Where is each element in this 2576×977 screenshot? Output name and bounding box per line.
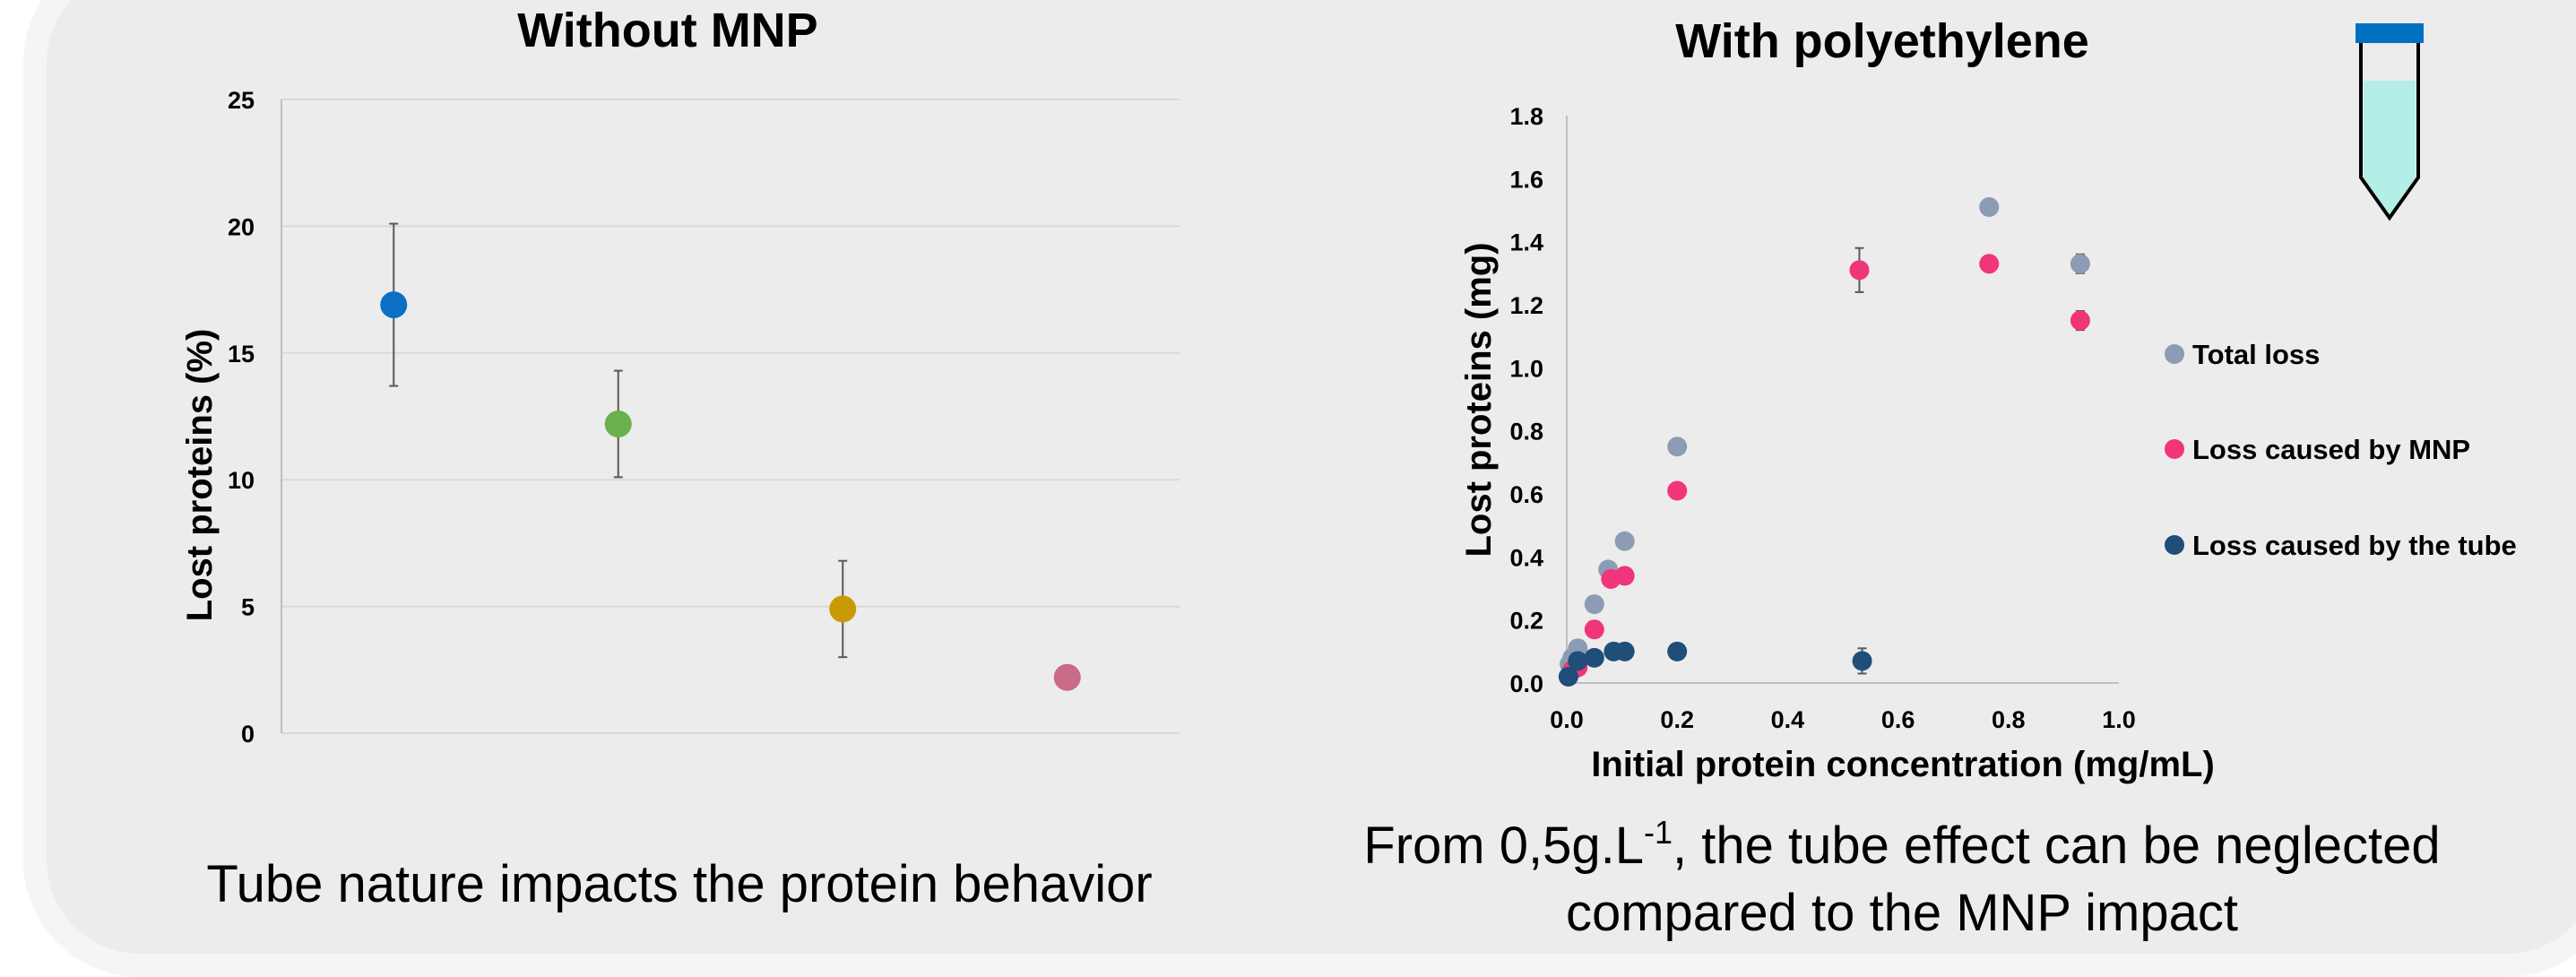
chart-right-axes bbox=[1566, 116, 2119, 684]
chart-right-x-ticks: 0.0 0.2 0.4 0.6 0.8 1.0 bbox=[1550, 706, 2136, 733]
chart-left-y-axis-label: Lost proteins (%) bbox=[180, 329, 220, 622]
data-point bbox=[1979, 254, 2000, 274]
data-point bbox=[1849, 260, 1870, 281]
chart-right-y-ticks: 0.0 0.2 0.4 0.6 0.8 1.0 1.2 1.4 1.6 1.8 bbox=[1509, 103, 1543, 697]
x-tick-label: 0.8 bbox=[1992, 706, 2026, 733]
y-tick-label: 1.2 bbox=[1509, 292, 1543, 319]
data-point bbox=[604, 410, 632, 437]
legend-label-tube-loss: Loss caused by the tube bbox=[2192, 530, 2517, 561]
y-tick-label: 0.8 bbox=[1509, 419, 1543, 445]
legend-marker-mnp-loss bbox=[2165, 439, 2184, 459]
x-tick-label: 1.0 bbox=[2102, 706, 2136, 733]
y-tick-label: 1.0 bbox=[1509, 355, 1543, 382]
chart-left-caption: Tube nature impacts the protein behavior bbox=[206, 855, 1152, 913]
chart-right-legend: Total loss Loss caused by MNP Loss cause… bbox=[2165, 339, 2517, 561]
data-point bbox=[829, 595, 857, 623]
data-point bbox=[1584, 594, 1604, 615]
caption-part-after: , the tube effect can be neglected bbox=[1673, 817, 2441, 875]
data-point bbox=[1667, 480, 1688, 501]
data-point bbox=[380, 291, 408, 319]
legend-marker-tube-loss bbox=[2165, 535, 2184, 555]
chart-right: With polyethylene 0.0 0.2 0.4 0.6 0.8 1.0 1.2 1… bbox=[1363, 14, 2516, 942]
data-point bbox=[1558, 666, 1578, 687]
data-point bbox=[1584, 647, 1604, 668]
y-tick-label: 1.6 bbox=[1509, 166, 1543, 193]
y-tick-label: 1.8 bbox=[1509, 103, 1543, 130]
y-tick-label: 1.4 bbox=[1509, 229, 1543, 256]
legend-item-mnp-loss: Loss caused by MNP bbox=[2165, 434, 2470, 465]
legend-marker-total-loss bbox=[2165, 344, 2184, 364]
tube-liquid bbox=[2364, 81, 2416, 215]
data-point bbox=[1979, 196, 2000, 217]
legend-label-mnp-loss: Loss caused by MNP bbox=[2192, 434, 2470, 465]
caption-superscript: -1 bbox=[1644, 814, 1673, 851]
y-tick-label: 0.0 bbox=[1509, 670, 1543, 697]
chart-right-points bbox=[1558, 196, 2090, 687]
chart-left-title: Without MNP bbox=[517, 4, 817, 57]
chart-right-title: With polyethylene bbox=[1675, 14, 2089, 68]
data-point bbox=[1053, 663, 1081, 691]
x-tick-label: 0.0 bbox=[1550, 706, 1584, 733]
data-point bbox=[1614, 641, 1635, 661]
y-tick-label: 20 bbox=[228, 213, 255, 240]
data-point bbox=[1568, 651, 1588, 671]
x-tick-label: 0.6 bbox=[1881, 706, 1915, 733]
chart-left: Without MNP 0 5 10 15 20 25 Lost proteins (%)… bbox=[180, 4, 1180, 913]
series-1 bbox=[1562, 246, 2090, 680]
legend-item-tube-loss: Loss caused by the tube bbox=[2165, 530, 2517, 561]
x-tick-label: 0.2 bbox=[1660, 706, 1694, 733]
data-point bbox=[1667, 641, 1688, 661]
chart-left-points bbox=[380, 222, 1081, 691]
data-point bbox=[2070, 254, 2090, 274]
chart-left-y-ticks: 0 5 10 15 20 25 bbox=[228, 87, 255, 748]
y-tick-label: 0.2 bbox=[1509, 608, 1543, 635]
data-point bbox=[2070, 310, 2090, 331]
series-0 bbox=[1560, 196, 2090, 674]
tube-cap bbox=[2356, 23, 2424, 43]
tube-icon bbox=[2356, 23, 2424, 221]
caption-part-before: From 0,5g.L bbox=[1363, 817, 1644, 875]
data-point bbox=[1614, 566, 1635, 586]
y-tick-label: 0.4 bbox=[1509, 544, 1543, 571]
y-tick-label: 10 bbox=[228, 467, 255, 494]
chart-right-y-axis-label: Lost proteins (mg) bbox=[1459, 242, 1499, 557]
legend-label-total-loss: Total loss bbox=[2192, 339, 2320, 370]
legend-item-total-loss: Total loss bbox=[2165, 339, 2320, 370]
data-point bbox=[1667, 437, 1688, 457]
series-2 bbox=[1558, 641, 1872, 687]
y-tick-label: 15 bbox=[228, 341, 255, 367]
data-point bbox=[1614, 531, 1635, 551]
y-tick-label: 5 bbox=[241, 594, 255, 621]
chart-right-caption-line2: compared to the MNP impact bbox=[1566, 884, 2238, 942]
chart-right-x-axis-label: Initial protein concentration (mg/mL) bbox=[1591, 745, 2215, 784]
y-tick-label: 25 bbox=[228, 87, 255, 114]
y-tick-label: 0 bbox=[241, 721, 255, 748]
data-point bbox=[1852, 651, 1872, 671]
charts-canvas: Without MNP 0 5 10 15 20 25 Lost proteins (%)… bbox=[180, 4, 2517, 942]
data-point bbox=[1584, 619, 1604, 640]
y-tick-label: 0.6 bbox=[1509, 481, 1543, 508]
chart-right-caption-line1: From 0,5g.L-1, the tube effect can be ne… bbox=[1363, 814, 2440, 875]
chart-left-gridlines bbox=[281, 99, 1180, 734]
x-tick-label: 0.4 bbox=[1771, 706, 1805, 733]
